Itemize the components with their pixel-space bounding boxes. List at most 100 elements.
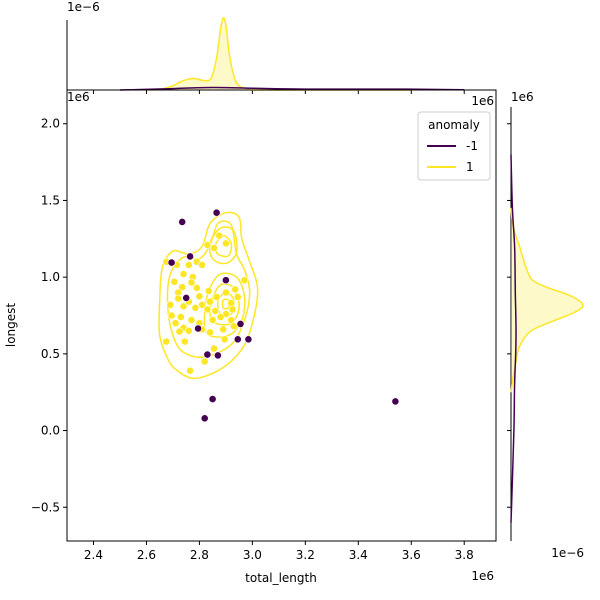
right-marginal-density-fill-normal bbox=[511, 208, 584, 393]
data-point-normal bbox=[184, 260, 193, 269]
data-point-normal bbox=[208, 316, 217, 324]
data-point-normal bbox=[166, 300, 175, 309]
data-point-normal bbox=[178, 283, 187, 291]
data-point-normal bbox=[200, 357, 209, 366]
data-point-normal bbox=[221, 239, 230, 248]
data-point-normal bbox=[175, 327, 184, 336]
data-point-normal bbox=[240, 276, 249, 285]
data-point-normal bbox=[233, 293, 242, 301]
data-point-normal bbox=[198, 260, 206, 269]
top-marginal-density-anomaly bbox=[119, 86, 465, 91]
data-point-normal bbox=[162, 337, 171, 346]
right-marginal-axes bbox=[507, 107, 584, 541]
legend-label-anomaly: -1 bbox=[466, 139, 478, 153]
data-point-anomaly bbox=[186, 252, 194, 261]
top-marginal-density-fill-normal bbox=[151, 17, 412, 91]
legend-title: anomaly bbox=[428, 118, 480, 132]
top-marginal-x-offset-text: 1e6 bbox=[471, 94, 494, 108]
data-point-normal bbox=[210, 244, 218, 252]
y-tick-label: 1.5 bbox=[41, 193, 60, 207]
kde-contour-level-6 bbox=[216, 291, 235, 317]
data-point-normal bbox=[228, 305, 237, 314]
data-point-anomaly bbox=[182, 293, 191, 302]
data-point-normal bbox=[192, 283, 201, 292]
kde-contour-level-7 bbox=[221, 298, 230, 310]
x-tick-label: 3.0 bbox=[243, 548, 262, 562]
y-tick-label: −0.5 bbox=[31, 500, 60, 514]
data-point-normal bbox=[167, 311, 176, 320]
x-tick-label: 2.8 bbox=[190, 548, 209, 562]
data-point-normal bbox=[179, 270, 188, 278]
x-offset-text: 1e6 bbox=[471, 569, 494, 583]
data-point-normal bbox=[229, 322, 238, 331]
data-point-normal bbox=[186, 366, 194, 375]
data-point-normal bbox=[203, 305, 212, 314]
data-point-normal bbox=[204, 287, 213, 295]
scatter-points bbox=[162, 208, 400, 423]
kde-contour-level-1 bbox=[166, 220, 251, 358]
data-point-anomaly bbox=[167, 258, 176, 267]
y-tick-label: 0.0 bbox=[41, 424, 60, 438]
y-axis-label: longest bbox=[4, 303, 18, 348]
right-marginal-offset-text: 1e6 bbox=[511, 90, 534, 104]
data-point-anomaly bbox=[236, 319, 245, 328]
data-point-anomaly bbox=[194, 324, 202, 333]
x-axis-ticks: 2.4 2.6 2.8 3.0 3.2 3.4 3.6 3.8 bbox=[84, 541, 474, 562]
data-point-normal bbox=[203, 240, 212, 249]
data-point-normal bbox=[215, 231, 224, 240]
data-point-normal bbox=[176, 313, 185, 321]
y-tick-label: 1.0 bbox=[41, 270, 60, 284]
data-point-normal bbox=[206, 297, 214, 306]
y-tick-label: 2.0 bbox=[41, 117, 60, 131]
data-point-normal bbox=[171, 319, 180, 328]
x-tick-label: 2.4 bbox=[84, 548, 103, 562]
data-point-normal bbox=[187, 278, 196, 287]
kde-contour-level-0 bbox=[158, 211, 259, 380]
data-point-normal bbox=[184, 326, 193, 335]
y-offset-text: 1e6 bbox=[67, 90, 90, 104]
data-point-normal bbox=[174, 294, 183, 303]
data-point-anomaly bbox=[213, 351, 222, 360]
data-point-normal bbox=[170, 277, 179, 286]
data-point-normal bbox=[210, 344, 218, 353]
x-tick-label: 3.6 bbox=[402, 548, 421, 562]
data-point-anomaly bbox=[233, 335, 242, 344]
data-point-anomaly bbox=[178, 217, 187, 226]
data-point-normal bbox=[221, 288, 230, 297]
data-point-normal bbox=[180, 337, 189, 346]
x-tick-label: 2.6 bbox=[137, 548, 156, 562]
legend: anomaly -1 1 bbox=[417, 111, 491, 181]
x-tick-label: 3.4 bbox=[349, 548, 368, 562]
y-tick-label: 0.5 bbox=[41, 347, 60, 361]
data-point-normal bbox=[206, 328, 214, 337]
data-point-normal bbox=[212, 293, 221, 301]
x-tick-label: 3.8 bbox=[455, 548, 474, 562]
data-point-anomaly bbox=[391, 397, 400, 406]
data-point-normal bbox=[211, 306, 220, 315]
data-point-normal bbox=[195, 292, 204, 301]
data-point-normal bbox=[187, 316, 196, 324]
right-marginal-y-offset-text: 1e−6 bbox=[551, 546, 584, 560]
data-point-normal bbox=[179, 302, 188, 311]
y-axis-ticks: −0.5 0.0 0.5 1.0 1.5 2.0 bbox=[31, 117, 67, 514]
data-point-normal bbox=[219, 325, 228, 334]
right-marginal-density-normal bbox=[510, 208, 584, 393]
right-marginal-density-anomaly bbox=[510, 154, 517, 523]
legend-label-normal: 1 bbox=[466, 160, 474, 174]
data-point-anomaly bbox=[244, 335, 253, 344]
data-point-normal bbox=[220, 335, 229, 344]
data-point-anomaly bbox=[221, 276, 230, 285]
x-axis-label: total_length bbox=[245, 571, 317, 585]
data-point-normal bbox=[231, 285, 240, 294]
x-tick-label: 3.2 bbox=[296, 548, 315, 562]
main-axes: 2.4 2.6 2.8 3.0 3.2 3.4 3.6 3.8 −0.5 0.0 0.5 1.0 1.… bbox=[31, 89, 497, 562]
data-point-normal bbox=[198, 300, 206, 309]
data-point-anomaly bbox=[208, 395, 217, 403]
data-point-normal bbox=[216, 313, 225, 321]
top-marginal-offset-text: 1e−6 bbox=[67, 0, 100, 14]
data-point-anomaly bbox=[200, 414, 209, 423]
data-point-anomaly bbox=[203, 350, 212, 359]
top-marginal-density-normal bbox=[151, 17, 412, 91]
data-point-anomaly bbox=[212, 208, 221, 217]
